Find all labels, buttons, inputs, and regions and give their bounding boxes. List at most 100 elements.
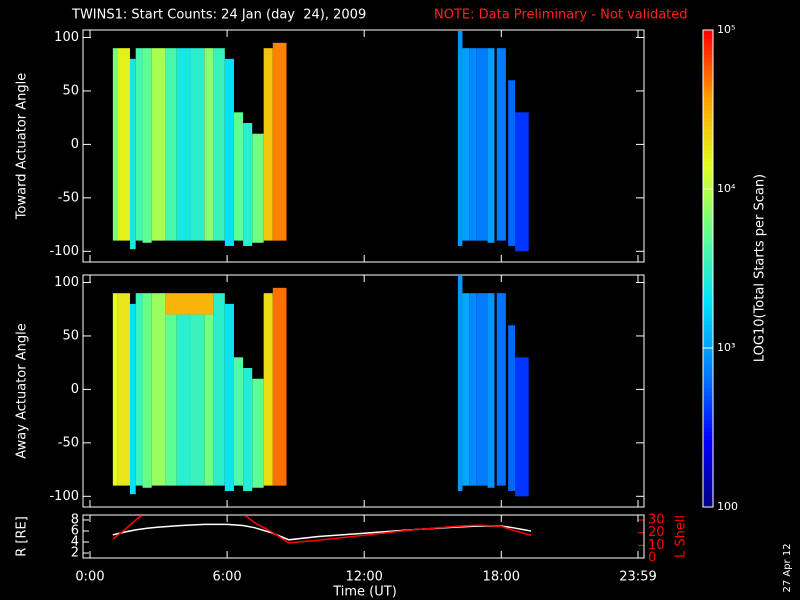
colorbar-swatch	[703, 85, 713, 91]
colorbar-swatch	[703, 459, 713, 464]
colorbar-swatch	[703, 189, 713, 194]
colorbar-swatch	[703, 149, 713, 154]
colorbar-swatch	[703, 463, 713, 468]
colorbar-swatch	[703, 403, 713, 409]
heatmap-cell	[165, 48, 177, 241]
heatmap-cell	[476, 293, 488, 486]
heatmap-cell	[165, 293, 214, 315]
y-tick-label: 8	[71, 512, 79, 527]
heatmap-cell	[176, 314, 191, 486]
colorbar-swatch	[703, 30, 713, 35]
colorbar-swatch	[703, 37, 713, 43]
heatmap-cell	[496, 293, 506, 486]
heatmap	[112, 31, 529, 252]
colorbar-swatch	[703, 467, 713, 472]
colorbar-swatch	[703, 415, 713, 421]
colorbar-swatch	[703, 348, 713, 353]
colorbar-swatch	[703, 97, 713, 103]
colorbar-swatch	[703, 427, 713, 433]
heatmap-cell	[176, 48, 191, 241]
heatmap-cell	[476, 48, 488, 241]
heatmap-cell	[204, 314, 214, 486]
lines	[112, 516, 532, 544]
colorbar-swatch	[703, 248, 713, 254]
heatmap-cell	[462, 48, 470, 241]
date-stamp: 27 Apr 12	[782, 543, 793, 592]
heatmap-cell	[487, 293, 495, 488]
colorbar-swatch	[703, 363, 713, 369]
colorbar-swatch	[703, 153, 713, 158]
colorbar-swatch	[703, 411, 713, 417]
colorbar-swatch	[703, 272, 713, 278]
heatmap-cell	[243, 123, 253, 246]
note: NOTE: Data Preliminary - Not validated	[434, 8, 688, 23]
colorbar-swatch	[703, 479, 713, 484]
colorbar-swatch	[703, 133, 713, 138]
colorbar-tick-label: 100	[717, 500, 738, 513]
chart-title: TWINS1: Start Counts: 24 Jan (day 24), 2…	[71, 8, 366, 23]
colorbar-swatch	[703, 375, 713, 381]
colorbar-swatch	[703, 284, 713, 289]
x-tick-label: 6:00	[212, 570, 241, 585]
heatmap-cell	[462, 293, 470, 486]
colorbar-swatch	[703, 169, 713, 174]
heatmap-cell	[129, 58, 136, 250]
heatmap-cell	[213, 48, 225, 241]
heatmap-cell	[508, 325, 516, 491]
colorbar-swatch	[703, 117, 713, 123]
heatmap-cell	[117, 48, 130, 241]
heatmap-cell	[112, 293, 118, 486]
colorbar-swatch	[703, 45, 713, 51]
y-tick-label: 100	[54, 30, 79, 45]
y-tick-label: 100	[54, 275, 79, 290]
colorbar-tick-label: 10³	[717, 341, 735, 354]
line	[112, 523, 532, 541]
colorbar-swatch	[703, 73, 713, 79]
y-tick-label: 0	[71, 382, 79, 397]
colorbar-swatch	[703, 101, 713, 107]
colorbar-swatch	[703, 499, 713, 504]
colorbar-swatch	[703, 391, 713, 397]
heatmap-cell	[165, 314, 177, 486]
colorbar-swatch	[703, 77, 713, 83]
colorbar-swatch	[703, 419, 713, 425]
colorbar-swatch	[703, 308, 713, 313]
colorbar-swatch	[703, 264, 713, 270]
x-axis-label: Time (UT)	[332, 585, 397, 600]
heatmap-cell	[135, 293, 143, 486]
colorbar-swatch	[703, 212, 713, 218]
y-axis-label: Away Actuator Angle	[15, 323, 30, 458]
colorbar-swatch	[703, 328, 713, 333]
colorbar-swatch	[703, 471, 713, 476]
colorbar-swatch	[703, 173, 713, 178]
heatmap-cell	[243, 368, 253, 491]
colorbar-swatch	[703, 256, 713, 262]
colorbar-swatch	[703, 65, 713, 71]
y2-axis-label: L Shell	[674, 515, 689, 558]
y-tick-label: -100	[49, 489, 79, 504]
heatmap-cell	[272, 42, 287, 241]
heatmap-cell	[129, 303, 136, 495]
colorbar-swatch	[703, 125, 713, 130]
y-tick-label: 0	[71, 137, 79, 152]
colorbar-swatch	[703, 177, 713, 182]
colorbar-swatch	[703, 145, 713, 150]
heatmap-cell	[151, 293, 166, 486]
colorbar-swatch	[703, 383, 713, 389]
colorbar-swatch	[703, 57, 713, 63]
colorbar-swatch	[703, 276, 713, 282]
colorbar-swatch	[703, 359, 713, 365]
colorbar-swatch	[703, 503, 713, 508]
colorbar-label: LOG10(Total Starts per Scan)	[753, 174, 768, 362]
colorbar-swatch	[703, 224, 713, 230]
colorbar-swatch	[703, 204, 713, 210]
colorbar-tick-label: 10⁴	[717, 182, 736, 195]
colorbar-swatch	[703, 260, 713, 266]
colorbar-swatch	[703, 33, 713, 39]
colorbar-swatch	[703, 61, 713, 67]
colorbar-swatch	[703, 89, 713, 95]
colorbar-swatch	[703, 240, 713, 246]
heatmap-cell	[469, 48, 477, 241]
colorbar-swatch	[703, 491, 713, 496]
colorbar-swatch	[703, 475, 713, 480]
